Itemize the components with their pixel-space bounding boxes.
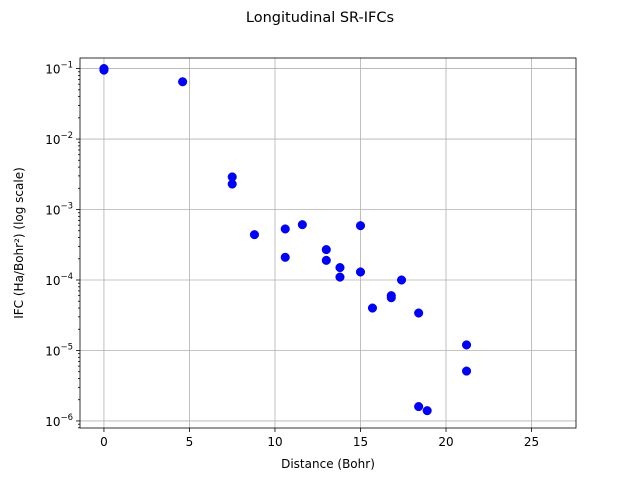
data-point	[414, 308, 424, 318]
y-tick-label: 10−5	[45, 342, 73, 358]
y-axis-label: IFC (Ha/Bohr²) (log scale)	[12, 167, 26, 319]
data-point	[280, 224, 290, 234]
data-point	[335, 263, 345, 273]
data-point	[321, 255, 331, 265]
x-tick-label: 5	[186, 435, 194, 449]
data-point	[355, 221, 366, 231]
y-tick-label: 10−3	[45, 202, 73, 218]
data-point	[99, 65, 109, 75]
y-tick-label-base: 10	[45, 274, 60, 288]
x-axis-label: Distance (Bohr)	[281, 457, 375, 471]
y-tick-label: 10−2	[45, 131, 73, 147]
y-tick-label-base: 10	[45, 204, 60, 218]
x-axis-ticks: 0 5 10 15 20 25	[100, 428, 539, 449]
data-point	[414, 402, 424, 412]
data-point	[227, 179, 237, 189]
data-point	[367, 303, 378, 313]
y-tick-label-exponent: −1	[60, 61, 73, 71]
data-point	[249, 230, 260, 240]
data-point	[461, 366, 472, 376]
y-tick-label-base: 10	[45, 63, 60, 77]
x-tick-label: 10	[267, 435, 282, 449]
data-point	[396, 275, 407, 285]
chart-title: Longitudinal SR-IFCs	[246, 10, 394, 26]
data-points	[99, 64, 472, 416]
y-tick-label-base: 10	[45, 133, 60, 147]
y-tick-label-base: 10	[45, 415, 60, 429]
data-point	[386, 293, 396, 303]
x-tick-label: 15	[353, 435, 368, 449]
data-point	[355, 267, 366, 277]
y-axis-ticks: 10−110−210−310−410−510−6	[45, 61, 80, 429]
x-tick-label: 25	[524, 435, 539, 449]
data-point	[461, 340, 472, 350]
x-tick-label: 20	[438, 435, 453, 449]
y-tick-label-exponent: −2	[60, 131, 73, 141]
y-tick-label: 10−6	[45, 413, 73, 429]
data-point	[422, 406, 432, 416]
y-tick-label-exponent: −3	[60, 202, 73, 212]
y-tick-label-base: 10	[45, 344, 60, 358]
y-tick-label-exponent: −4	[60, 272, 73, 282]
plot-frame	[79, 57, 577, 429]
data-point	[280, 252, 290, 262]
y-tick-label: 10−1	[45, 61, 73, 77]
data-point	[335, 272, 345, 282]
grid	[80, 58, 576, 428]
y-tick-label-exponent: −5	[60, 342, 73, 352]
y-tick-label-exponent: −6	[60, 413, 73, 423]
x-tick-label: 0	[100, 435, 108, 449]
data-point	[321, 245, 331, 255]
data-point	[297, 220, 307, 230]
y-tick-label: 10−4	[45, 272, 73, 288]
data-point	[178, 77, 188, 87]
